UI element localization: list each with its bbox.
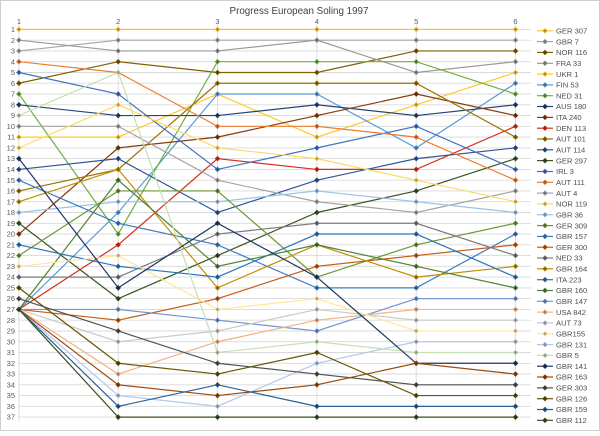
svg-text:GBR 147: GBR 147 xyxy=(556,297,587,306)
svg-text:13: 13 xyxy=(7,154,15,163)
svg-text:37: 37 xyxy=(7,413,15,422)
svg-text:14: 14 xyxy=(7,165,15,174)
svg-text:NED 31: NED 31 xyxy=(556,91,583,100)
svg-text:9: 9 xyxy=(11,111,15,120)
svg-text:NED 33: NED 33 xyxy=(556,254,583,263)
svg-text:IRL 3: IRL 3 xyxy=(556,167,574,176)
svg-text:GBR 159: GBR 159 xyxy=(556,405,587,414)
svg-text:28: 28 xyxy=(7,316,15,325)
svg-text:6: 6 xyxy=(11,79,15,88)
svg-text:UKR 1: UKR 1 xyxy=(556,70,578,79)
svg-text:34: 34 xyxy=(7,380,15,389)
svg-text:AUT 101: AUT 101 xyxy=(556,135,586,144)
svg-text:18: 18 xyxy=(7,208,15,217)
svg-text:7: 7 xyxy=(11,90,15,99)
svg-text:AUT 4: AUT 4 xyxy=(556,189,577,198)
svg-text:10: 10 xyxy=(7,122,15,131)
svg-text:29: 29 xyxy=(7,327,15,336)
svg-text:24: 24 xyxy=(7,273,15,282)
svg-text:GER 300: GER 300 xyxy=(556,243,587,252)
svg-text:36: 36 xyxy=(7,402,15,411)
svg-text:23: 23 xyxy=(7,262,15,271)
svg-text:26: 26 xyxy=(7,294,15,303)
svg-text:22: 22 xyxy=(7,251,15,260)
svg-text:35: 35 xyxy=(7,391,15,400)
svg-text:4: 4 xyxy=(315,17,319,26)
svg-text:GER 307: GER 307 xyxy=(556,27,587,36)
svg-text:1: 1 xyxy=(11,25,15,34)
svg-text:GBR 164: GBR 164 xyxy=(556,265,587,274)
svg-text:DEN 113: DEN 113 xyxy=(556,124,586,133)
svg-text:Progress European Soling 1997: Progress European Soling 1997 xyxy=(230,6,369,17)
svg-text:NOR 116: NOR 116 xyxy=(556,48,587,57)
svg-text:2: 2 xyxy=(11,36,15,45)
svg-text:GBR155: GBR155 xyxy=(556,330,585,339)
svg-text:19: 19 xyxy=(7,219,15,228)
svg-text:GBR 126: GBR 126 xyxy=(556,394,587,403)
svg-text:GBR 7: GBR 7 xyxy=(556,37,579,46)
svg-text:2: 2 xyxy=(116,17,120,26)
svg-text:11: 11 xyxy=(7,133,15,142)
svg-text:17: 17 xyxy=(7,197,15,206)
svg-text:GBR 5: GBR 5 xyxy=(556,351,579,360)
svg-text:AUT 73: AUT 73 xyxy=(556,319,582,328)
svg-text:GBR 157: GBR 157 xyxy=(556,232,587,241)
svg-text:GBR 141: GBR 141 xyxy=(556,362,587,371)
svg-text:AUT 111: AUT 111 xyxy=(556,178,585,187)
svg-text:8: 8 xyxy=(11,100,15,109)
svg-text:5: 5 xyxy=(414,17,418,26)
svg-text:27: 27 xyxy=(7,305,15,314)
svg-text:30: 30 xyxy=(7,337,15,346)
svg-text:FIN 53: FIN 53 xyxy=(556,81,579,90)
svg-text:AUS 180: AUS 180 xyxy=(556,102,586,111)
svg-text:3: 3 xyxy=(11,47,15,56)
svg-text:USA 842: USA 842 xyxy=(556,308,586,317)
svg-text:NOR 119: NOR 119 xyxy=(556,200,587,209)
svg-text:25: 25 xyxy=(7,284,15,293)
svg-text:1: 1 xyxy=(17,17,21,26)
svg-text:GBR 163: GBR 163 xyxy=(556,373,587,382)
svg-text:20: 20 xyxy=(7,230,15,239)
svg-text:ITA 240: ITA 240 xyxy=(556,113,582,122)
svg-text:12: 12 xyxy=(7,144,15,153)
svg-text:33: 33 xyxy=(7,370,15,379)
svg-text:GBR 36: GBR 36 xyxy=(556,210,583,219)
svg-text:ITA 223: ITA 223 xyxy=(556,275,582,284)
svg-text:GER 297: GER 297 xyxy=(556,156,587,165)
svg-text:15: 15 xyxy=(7,176,15,185)
svg-text:GBR 131: GBR 131 xyxy=(556,340,587,349)
svg-text:31: 31 xyxy=(7,348,15,357)
svg-text:4: 4 xyxy=(11,57,15,66)
svg-text:3: 3 xyxy=(215,17,219,26)
svg-text:FRA 33: FRA 33 xyxy=(556,59,581,68)
svg-text:16: 16 xyxy=(7,187,15,196)
svg-text:32: 32 xyxy=(7,359,15,368)
svg-text:5: 5 xyxy=(11,68,15,77)
svg-text:GER 303: GER 303 xyxy=(556,384,587,393)
svg-text:GBR 160: GBR 160 xyxy=(556,286,587,295)
svg-text:AUT 114: AUT 114 xyxy=(556,146,585,155)
svg-text:6: 6 xyxy=(513,17,517,26)
svg-text:GBR 112: GBR 112 xyxy=(556,416,587,425)
svg-text:GER 309: GER 309 xyxy=(556,221,587,230)
svg-text:21: 21 xyxy=(7,240,15,249)
